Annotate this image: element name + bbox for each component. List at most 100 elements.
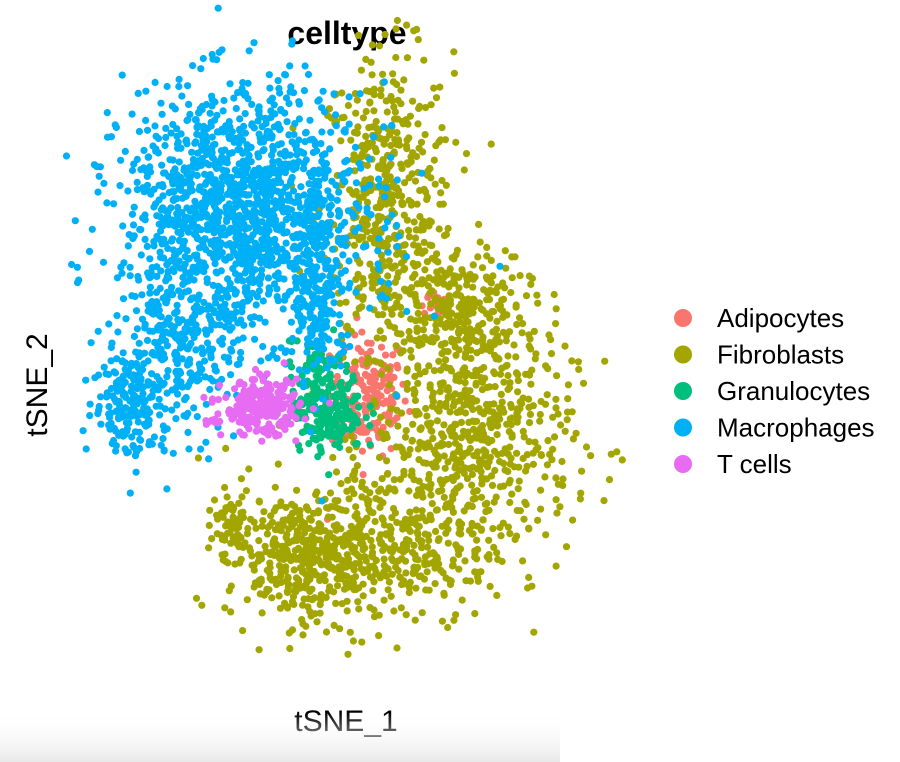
point xyxy=(257,551,265,559)
point xyxy=(322,307,330,315)
point xyxy=(409,97,417,105)
point xyxy=(414,379,422,387)
point xyxy=(359,592,367,600)
point xyxy=(312,491,320,499)
point xyxy=(547,350,556,358)
point xyxy=(389,546,397,554)
point xyxy=(446,408,454,416)
point xyxy=(442,181,450,189)
point xyxy=(440,452,448,460)
point xyxy=(424,420,432,428)
point xyxy=(409,420,417,428)
point xyxy=(457,392,465,400)
point xyxy=(110,200,118,208)
point xyxy=(366,99,374,107)
point xyxy=(234,193,242,201)
point xyxy=(205,161,213,169)
point xyxy=(177,293,185,301)
point xyxy=(376,293,384,301)
point xyxy=(152,132,160,140)
point xyxy=(290,159,298,167)
point xyxy=(100,363,108,371)
point xyxy=(221,604,229,612)
point xyxy=(300,250,308,258)
point xyxy=(387,405,395,413)
point xyxy=(542,362,550,370)
point xyxy=(450,69,458,77)
point xyxy=(438,522,446,530)
point xyxy=(397,604,405,612)
point xyxy=(417,572,425,580)
point xyxy=(117,156,125,164)
point xyxy=(499,482,508,490)
point xyxy=(504,467,512,476)
point xyxy=(498,296,506,304)
point xyxy=(525,331,533,339)
point xyxy=(295,244,303,252)
point xyxy=(269,396,277,404)
point xyxy=(421,530,429,538)
point xyxy=(270,345,278,353)
point xyxy=(314,507,322,515)
point xyxy=(283,588,292,597)
point xyxy=(371,144,379,153)
point xyxy=(129,442,137,450)
point xyxy=(115,401,124,409)
point xyxy=(190,333,198,342)
point xyxy=(232,104,240,113)
point xyxy=(377,92,385,100)
point xyxy=(532,446,540,454)
point xyxy=(371,369,379,377)
point xyxy=(372,568,380,576)
point xyxy=(472,428,480,436)
point xyxy=(168,283,176,291)
point xyxy=(73,279,82,287)
point xyxy=(519,454,527,463)
point xyxy=(173,401,181,409)
point xyxy=(460,469,468,477)
point xyxy=(542,531,550,539)
point xyxy=(115,415,123,423)
point xyxy=(338,287,346,295)
point xyxy=(144,307,152,315)
point xyxy=(485,536,493,544)
point xyxy=(238,308,246,316)
point xyxy=(403,145,411,153)
point xyxy=(332,122,340,130)
point xyxy=(416,438,424,446)
point xyxy=(265,71,273,79)
point xyxy=(234,228,242,236)
point xyxy=(264,354,273,362)
point xyxy=(233,171,241,179)
point xyxy=(131,428,139,436)
point xyxy=(337,480,345,488)
point xyxy=(255,171,263,179)
point xyxy=(467,354,475,362)
point xyxy=(360,280,368,288)
point xyxy=(110,368,118,376)
point xyxy=(198,206,206,214)
point xyxy=(335,311,344,319)
point xyxy=(477,408,485,416)
point xyxy=(381,30,389,39)
point xyxy=(354,598,362,606)
point xyxy=(410,218,418,226)
point xyxy=(438,617,446,625)
point xyxy=(338,564,346,572)
point xyxy=(200,298,208,307)
point xyxy=(444,384,452,392)
point xyxy=(437,341,445,349)
point xyxy=(376,503,384,511)
point xyxy=(210,307,218,315)
point xyxy=(304,595,312,603)
point xyxy=(462,150,471,158)
point xyxy=(245,465,253,473)
point xyxy=(168,235,177,243)
point xyxy=(422,188,430,196)
point xyxy=(256,590,264,598)
point xyxy=(415,477,423,485)
point xyxy=(252,427,260,435)
point xyxy=(425,536,433,545)
point xyxy=(309,405,317,413)
point xyxy=(171,258,179,266)
